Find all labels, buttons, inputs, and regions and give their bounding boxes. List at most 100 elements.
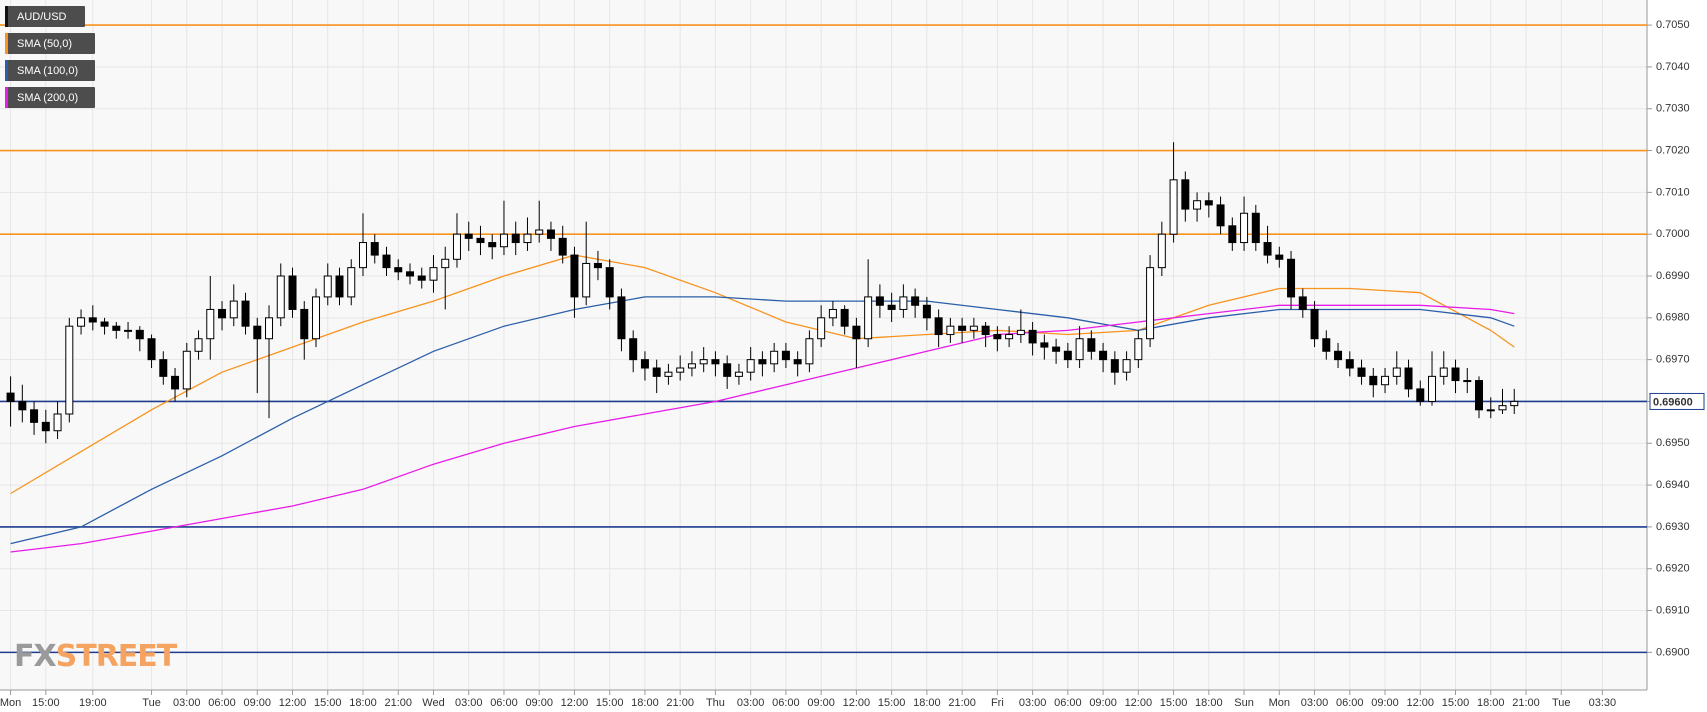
candle-body xyxy=(323,275,332,298)
candle-body xyxy=(1122,359,1131,373)
legend-text: SMA (100,0) xyxy=(17,65,78,77)
candle-body xyxy=(1369,375,1378,386)
x-tick-label: 12:00 xyxy=(279,697,307,709)
candle-body xyxy=(887,304,896,310)
candle-body xyxy=(1381,375,1390,386)
x-tick-label: 15:00 xyxy=(596,697,624,709)
candle-body xyxy=(394,267,403,273)
candle-body xyxy=(1005,334,1014,340)
legend-swatch xyxy=(5,60,8,81)
candle-body xyxy=(781,350,790,361)
x-tick-label: Sun xyxy=(1234,697,1254,709)
candle-body xyxy=(358,242,367,269)
watermark: FXSTREET xyxy=(14,639,178,674)
y-tick-label: 0.7050 xyxy=(1656,19,1690,31)
y-tick-label: 0.7040 xyxy=(1656,61,1690,73)
x-tick-label: 09:00 xyxy=(244,697,272,709)
candle-body xyxy=(253,325,262,340)
x-tick-label: Tue xyxy=(142,697,161,709)
x-tick-label: 15:00 xyxy=(1160,697,1188,709)
x-tick-label: 15:00 xyxy=(878,697,906,709)
candle-body xyxy=(194,338,203,352)
candle-body xyxy=(1146,267,1155,340)
candle-body xyxy=(1063,350,1072,361)
candle-body xyxy=(546,229,555,239)
candle-body xyxy=(1028,329,1037,344)
candle-body xyxy=(1416,388,1425,402)
candle-body xyxy=(875,296,884,306)
x-tick-label: 15:00 xyxy=(32,697,60,709)
x-tick-label: 09:00 xyxy=(1371,697,1399,709)
x-tick-label: 03:30 xyxy=(1589,697,1617,709)
candle-body xyxy=(840,308,849,327)
candle-body xyxy=(652,367,661,377)
legend-swatch xyxy=(5,6,8,27)
candle-body xyxy=(429,267,438,281)
x-tick-label: 06:00 xyxy=(1054,697,1082,709)
x-tick-label: 06:00 xyxy=(490,697,518,709)
x-tick-label: 12:00 xyxy=(843,697,871,709)
x-tick-label: 15:00 xyxy=(314,697,342,709)
candle-body xyxy=(922,304,931,319)
x-tick-label: Thu xyxy=(706,697,725,709)
x-tick-label: 15:00 xyxy=(1442,697,1470,709)
candle-body xyxy=(1169,179,1178,235)
x-tick-label: 12:00 xyxy=(1125,697,1153,709)
candle-body xyxy=(1193,200,1202,210)
legend-box xyxy=(5,87,95,108)
candle-body xyxy=(946,325,955,336)
candle-body xyxy=(88,317,97,323)
x-tick-label: 09:00 xyxy=(1089,697,1117,709)
candle-body xyxy=(53,413,62,432)
candle-body xyxy=(1287,258,1296,298)
candle-body xyxy=(676,367,685,373)
candle-body xyxy=(828,308,837,319)
candle-body xyxy=(77,317,86,327)
candle-body xyxy=(488,242,497,248)
candle-body xyxy=(182,350,191,390)
y-tick-label: 0.6950 xyxy=(1656,437,1690,449)
y-tick-label: 0.6990 xyxy=(1656,270,1690,282)
candle-body xyxy=(1310,308,1319,340)
candle-body xyxy=(1240,212,1249,244)
candle-body xyxy=(687,363,696,369)
candle-body xyxy=(6,392,15,402)
candle-body xyxy=(793,359,802,365)
y-tick-label: 0.7030 xyxy=(1656,103,1690,115)
candle-body xyxy=(758,359,767,365)
x-tick-label: 12:00 xyxy=(561,697,589,709)
candle-body xyxy=(570,254,579,298)
candle-body xyxy=(582,262,591,298)
x-tick-label: 21:00 xyxy=(384,697,412,709)
candle-body xyxy=(335,275,344,298)
candle-body xyxy=(640,359,649,369)
watermark-part: FX xyxy=(14,639,56,674)
candle-body xyxy=(1087,338,1096,352)
candle-body xyxy=(229,300,238,319)
legend-text: AUD/USD xyxy=(17,11,67,23)
candle-body xyxy=(441,258,450,269)
x-tick-label: Mon xyxy=(1269,697,1290,709)
price-label-box xyxy=(1649,392,1705,410)
candle-body xyxy=(593,262,602,269)
candle-body xyxy=(1204,200,1213,206)
candle-body xyxy=(1275,254,1284,260)
candle-body xyxy=(1345,359,1354,369)
candle-body xyxy=(100,321,109,327)
x-tick-label: 18:00 xyxy=(1477,697,1505,709)
candle-body xyxy=(864,296,873,340)
candle-body xyxy=(1439,367,1448,377)
x-tick-label: 12:00 xyxy=(1407,697,1435,709)
candle-body xyxy=(241,300,250,327)
candle-body xyxy=(147,338,156,361)
x-tick-label: 03:00 xyxy=(173,697,201,709)
y-tick-label: 0.6940 xyxy=(1656,479,1690,491)
candle-body xyxy=(288,275,297,310)
y-tick-label: 0.6980 xyxy=(1656,312,1690,324)
x-tick-label: 06:00 xyxy=(208,697,236,709)
candle-body xyxy=(1099,350,1108,361)
candle-body xyxy=(41,421,50,432)
x-tick-label: 06:00 xyxy=(772,697,800,709)
candle-body xyxy=(746,359,755,373)
